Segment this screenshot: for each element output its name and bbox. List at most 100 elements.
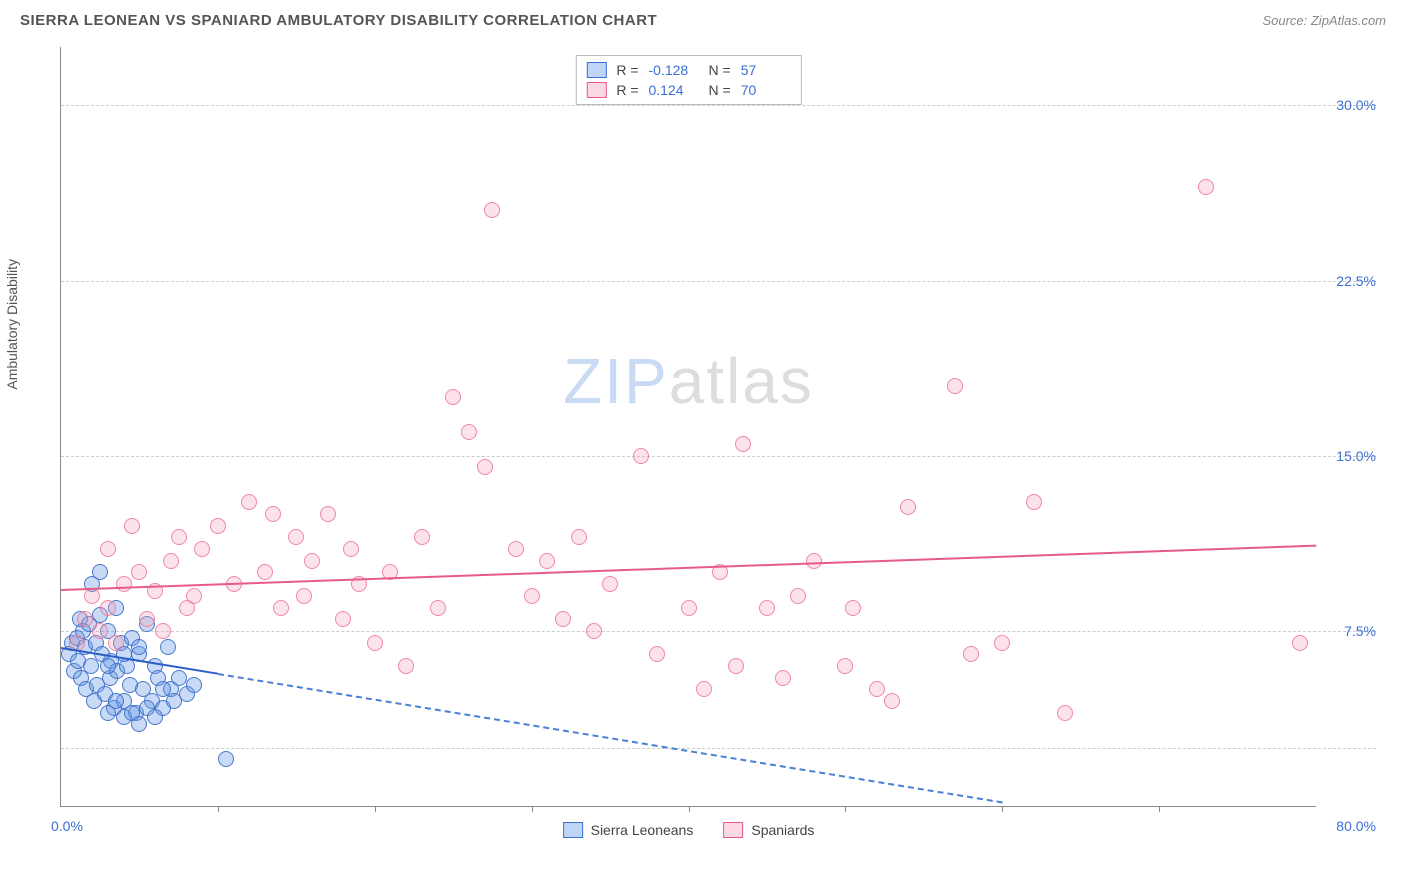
x-tick (218, 806, 219, 812)
chart-container: Ambulatory Disability ZIPatlas R =-0.128… (20, 37, 1386, 857)
point-spaniard (273, 600, 289, 616)
point-spaniard (963, 646, 979, 662)
point-spaniard (265, 506, 281, 522)
point-spaniard (775, 670, 791, 686)
point-spaniard (884, 693, 900, 709)
point-spaniard (100, 541, 116, 557)
x-tick (845, 806, 846, 812)
point-spaniard (806, 553, 822, 569)
point-spaniard (288, 529, 304, 545)
gridline (61, 631, 1376, 632)
point-spaniard (77, 611, 93, 627)
watermark: ZIPatlas (563, 344, 814, 418)
point-sierra-leonean (131, 639, 147, 655)
point-sierra-leonean (218, 751, 234, 767)
point-spaniard (139, 611, 155, 627)
point-spaniard (155, 623, 171, 639)
point-spaniard (1198, 179, 1214, 195)
point-sierra-leonean (155, 681, 171, 697)
point-spaniard (728, 658, 744, 674)
point-spaniard (790, 588, 806, 604)
trend-line-sierra-leonean-dash (218, 673, 1003, 803)
point-spaniard (296, 588, 312, 604)
point-spaniard (100, 600, 116, 616)
watermark-zip: ZIP (563, 345, 669, 417)
point-sierra-leonean (186, 677, 202, 693)
point-spaniard (194, 541, 210, 557)
stats-row: R = -0.128 N = 57 (586, 60, 790, 80)
point-spaniard (869, 681, 885, 697)
n-value: 57 (741, 62, 791, 78)
point-spaniard (367, 635, 383, 651)
x-max-label: 80.0% (1336, 818, 1376, 834)
point-spaniard (171, 529, 187, 545)
x-tick (1159, 806, 1160, 812)
point-sierra-leonean (108, 693, 124, 709)
y-tick-label: 30.0% (1336, 97, 1376, 113)
point-spaniard (1292, 635, 1308, 651)
point-spaniard (586, 623, 602, 639)
point-spaniard (335, 611, 351, 627)
point-spaniard (445, 389, 461, 405)
legend-swatch-blue (586, 62, 606, 78)
legend-swatch-pink (586, 82, 606, 98)
point-spaniard (461, 424, 477, 440)
point-sierra-leonean (147, 709, 163, 725)
point-spaniard (900, 499, 916, 515)
stats-box: R =-0.128N =57R =0.124N =70 (575, 55, 801, 105)
point-spaniard (947, 378, 963, 394)
r-label: R = (616, 62, 638, 78)
trend-line-spaniard (61, 544, 1316, 590)
stats-row: R =0.124N =70 (586, 80, 790, 100)
point-spaniard (837, 658, 853, 674)
point-sierra-leonean (160, 639, 176, 655)
point-spaniard (84, 588, 100, 604)
point-sierra-leonean (92, 564, 108, 580)
legend-swatch-blue (563, 822, 583, 838)
watermark-atlas: atlas (669, 345, 814, 417)
y-tick-label: 15.0% (1336, 448, 1376, 464)
y-tick-label: 22.5% (1336, 273, 1376, 289)
point-spaniard (186, 588, 202, 604)
point-spaniard (994, 635, 1010, 651)
point-spaniard (735, 436, 751, 452)
point-spaniard (343, 541, 359, 557)
point-spaniard (1057, 705, 1073, 721)
y-axis-label: Ambulatory Disability (4, 259, 20, 390)
point-spaniard (681, 600, 697, 616)
point-spaniard (116, 576, 132, 592)
point-sierra-leonean (171, 670, 187, 686)
r-value: -0.128 (649, 62, 699, 78)
point-spaniard (210, 518, 226, 534)
r-value: 0.124 (649, 82, 699, 98)
point-sierra-leonean (131, 716, 147, 732)
point-spaniard (414, 529, 430, 545)
x-tick (532, 806, 533, 812)
x-origin-label: 0.0% (51, 818, 83, 834)
point-spaniard (649, 646, 665, 662)
chart-header: SIERRA LEONEAN VS SPANIARD AMBULATORY DI… (0, 0, 1406, 37)
point-spaniard (571, 529, 587, 545)
point-spaniard (124, 518, 140, 534)
point-sierra-leonean (100, 658, 116, 674)
point-spaniard (633, 448, 649, 464)
bottom-legend: Sierra LeoneansSpaniards (563, 822, 815, 838)
chart-source: Source: ZipAtlas.com (1262, 13, 1386, 28)
n-value: 70 (741, 82, 791, 98)
x-tick (689, 806, 690, 812)
point-spaniard (845, 600, 861, 616)
point-spaniard (539, 553, 555, 569)
y-tick-label: 7.5% (1344, 623, 1376, 639)
point-spaniard (477, 459, 493, 475)
point-spaniard (1026, 494, 1042, 510)
point-spaniard (555, 611, 571, 627)
gridline (61, 748, 1376, 749)
r-label: R = (616, 82, 638, 98)
point-spaniard (108, 635, 124, 651)
legend-label: Spaniards (751, 822, 814, 838)
point-spaniard (484, 202, 500, 218)
legend-item: Spaniards (723, 822, 814, 838)
point-spaniard (257, 564, 273, 580)
n-label: N = (709, 62, 731, 78)
point-spaniard (304, 553, 320, 569)
